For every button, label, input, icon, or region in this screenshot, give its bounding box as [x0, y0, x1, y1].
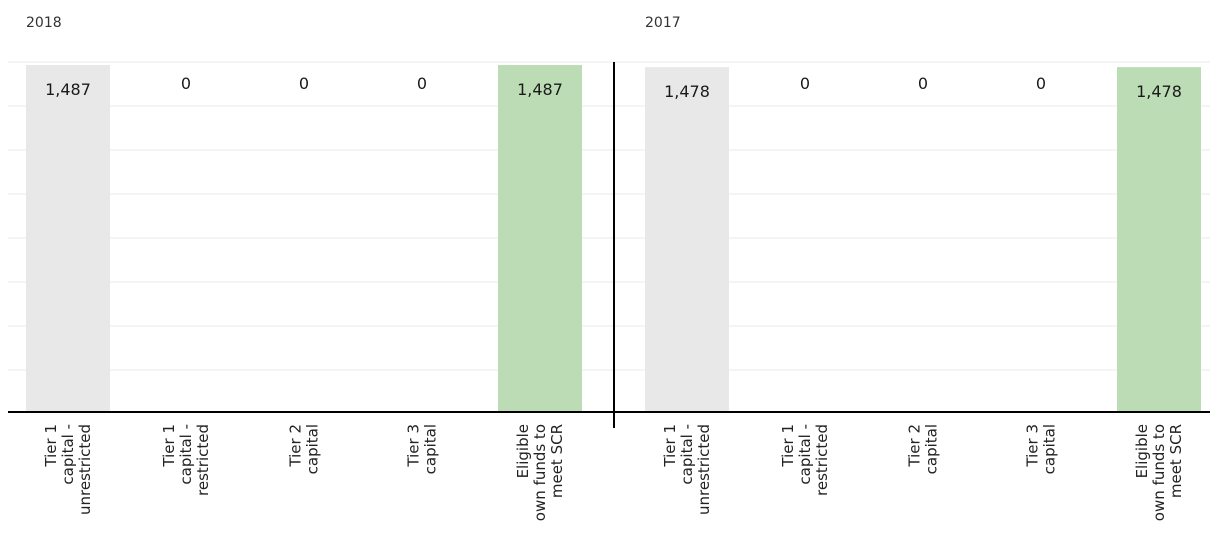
bar-2017-4 — [1117, 67, 1201, 412]
category-label: Tier 2capital — [906, 424, 941, 474]
data-label: 1,487 — [517, 80, 563, 99]
data-label: 0 — [181, 74, 191, 93]
category-label: Tier 3capital — [405, 424, 440, 474]
data-label: 0 — [299, 74, 309, 93]
category-label: Tier 1capital -unrestricted — [661, 424, 713, 515]
category-label: Eligibleown funds tomeet SCR — [514, 424, 566, 521]
category-label: Tier 1capital -unrestricted — [42, 424, 94, 515]
bar-2018-4 — [498, 65, 582, 413]
data-label: 1,487 — [45, 80, 91, 99]
data-label: 0 — [417, 74, 427, 93]
data-label: 0 — [918, 74, 928, 93]
data-label: 0 — [1036, 74, 1046, 93]
bar-2018-0 — [26, 65, 110, 413]
data-label: 1,478 — [664, 82, 710, 101]
labels-layer: 1,487 Tier 1capital -unrestricted 0 Tier 1c… — [42, 74, 1185, 521]
gridlines — [8, 61, 1210, 371]
data-label: 1,478 — [1136, 82, 1182, 101]
category-label: Tier 3capital — [1024, 424, 1059, 474]
panel-title-2017: 2017 — [645, 15, 681, 31]
bar-2017-0 — [645, 67, 729, 412]
data-label: 0 — [800, 74, 810, 93]
category-label: Tier 1capital -restricted — [160, 424, 212, 496]
panel-title-2018: 2018 — [26, 15, 62, 31]
category-label: Tier 2capital — [287, 424, 322, 474]
bars-layer — [26, 65, 1201, 413]
category-label: Tier 1capital -restricted — [779, 424, 831, 496]
category-label: Eligibleown funds tomeet SCR — [1133, 424, 1185, 521]
